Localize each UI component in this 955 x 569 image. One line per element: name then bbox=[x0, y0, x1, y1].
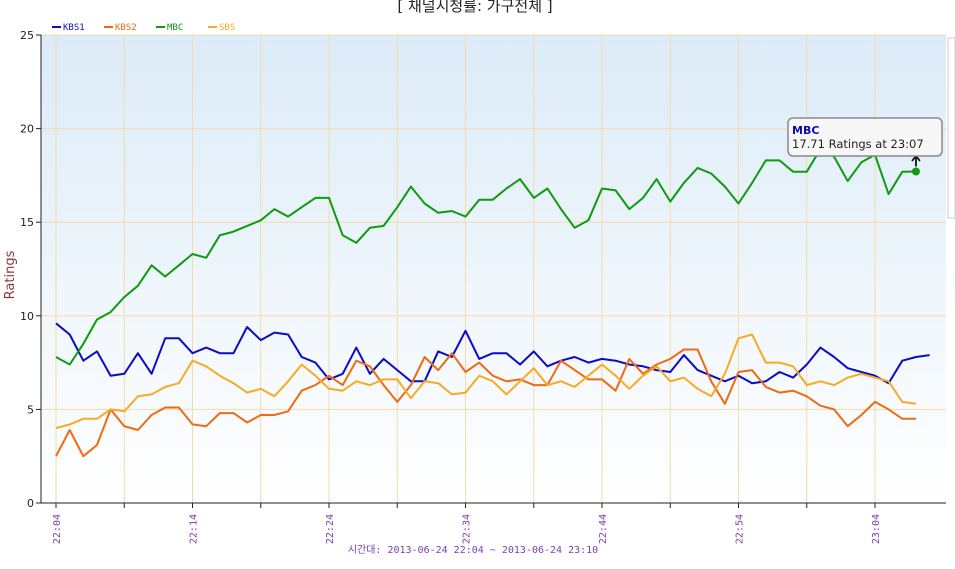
plot-area bbox=[41, 35, 946, 503]
axes bbox=[40, 35, 946, 504]
scrollbar[interactable] bbox=[947, 37, 955, 219]
y-axis-ticks: 0 5 10 15 20 25 bbox=[20, 29, 41, 510]
legend-item-kbs2[interactable]: KBS2 bbox=[115, 23, 137, 33]
legend[interactable]: KBS1 KBS2 MBC SBS bbox=[52, 23, 235, 33]
x-tick-label: 22:34 bbox=[462, 514, 473, 544]
y-tick-label: 20 bbox=[20, 123, 34, 136]
legend-item-sbs[interactable]: SBS bbox=[219, 23, 235, 33]
tooltip-series-name: MBC bbox=[792, 124, 819, 137]
y-tick-label: 25 bbox=[20, 29, 34, 42]
x-tick-label: 22:14 bbox=[189, 514, 200, 544]
x-tick-label: 23:04 bbox=[871, 514, 882, 544]
x-axis-ticks: 22:04 22:14 22:24 22:34 22:44 22:54 23:04 bbox=[52, 503, 882, 544]
y-tick-label: 15 bbox=[20, 216, 34, 229]
highlighted-point[interactable] bbox=[911, 167, 920, 176]
y-axis-label: Ratings bbox=[3, 250, 18, 299]
legend-item-mbc[interactable]: MBC bbox=[167, 23, 183, 33]
chart-title: [ 채널시청률: 가구전체 ] bbox=[397, 0, 552, 15]
legend-item-kbs1[interactable]: KBS1 bbox=[63, 23, 85, 33]
series-line-kbs2[interactable] bbox=[55, 348, 916, 458]
series-line-kbs1[interactable] bbox=[55, 322, 930, 385]
series-line-sbs[interactable] bbox=[55, 333, 917, 430]
grid-lines bbox=[41, 34, 946, 504]
x-tick-label: 22:24 bbox=[325, 514, 336, 544]
y-tick-label: 0 bbox=[27, 497, 34, 510]
tooltip-box bbox=[787, 117, 943, 157]
x-tick-label: 22:04 bbox=[52, 514, 63, 544]
tooltip: MBC 17.71 Ratings at 23:07 bbox=[787, 117, 943, 157]
tooltip-value-text: 17.71 Ratings at 23:07 bbox=[792, 137, 924, 151]
y-tick-label: 10 bbox=[20, 310, 34, 323]
x-tick-label: 22:54 bbox=[735, 514, 746, 544]
series-line-mbc[interactable] bbox=[55, 148, 917, 366]
series-lines bbox=[55, 148, 930, 458]
y-tick-label: 5 bbox=[27, 403, 34, 416]
x-tick-label: 22:44 bbox=[598, 514, 609, 544]
x-axis-range-label: 시간대: 2013-06-24 22:04 ~ 2013-06-24 23:10 bbox=[348, 544, 598, 556]
